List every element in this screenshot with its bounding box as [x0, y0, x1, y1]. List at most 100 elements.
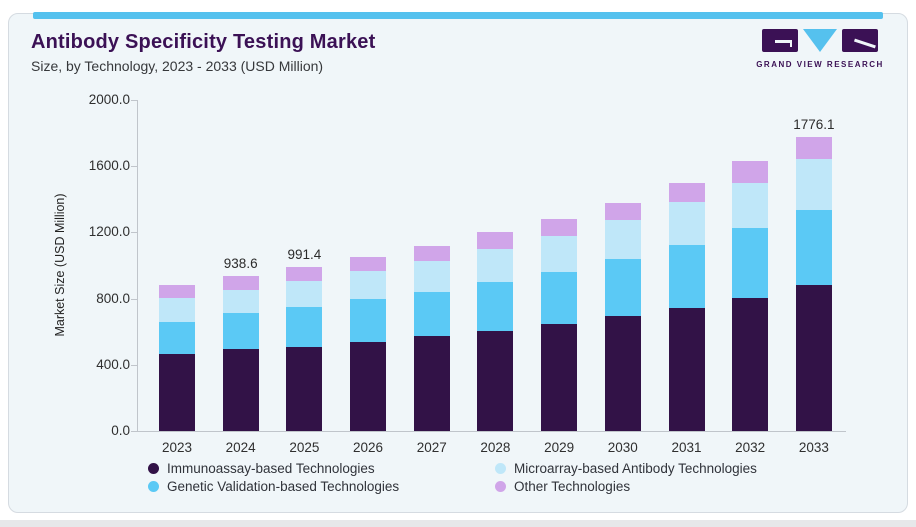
legend-item: Genetic Validation-based Technologies — [148, 479, 495, 494]
legend-item: Microarray-based Antibody Technologies — [495, 461, 757, 476]
legend-item: Other Technologies — [495, 479, 757, 494]
bar-value-label-2025: 991.4 — [287, 246, 322, 262]
segment-2031-other — [668, 182, 705, 203]
logo-r-block-icon — [842, 29, 878, 52]
legend-dot-icon — [148, 481, 159, 492]
y-tick-label-800: 800.0 — [96, 290, 130, 306]
bar-2028: 2028 — [477, 232, 514, 455]
segment-2023-other — [159, 284, 195, 299]
segment-2032-microarray-based — [732, 182, 769, 229]
segment-2024-other — [222, 275, 259, 291]
segment-2032-genetic — [732, 228, 769, 298]
bar-2031: 2031 — [668, 182, 705, 455]
x-tick-label-2033: 2033 — [798, 440, 829, 455]
x-tick-label-2032: 2032 — [735, 440, 766, 455]
bar-2025: 991.4 2025 — [286, 247, 323, 455]
logo-shapes — [753, 29, 887, 56]
y-tick-mark — [131, 232, 137, 233]
segment-2024-microarray-based — [222, 290, 259, 314]
top-accent-bar — [33, 12, 883, 19]
segment-2027-immunoassay-based — [413, 336, 450, 431]
segment-2023-immunoassay-based — [159, 354, 195, 431]
segment-2025-microarray-based — [286, 280, 323, 307]
legend: Immunoassay-based Technologies Microarray… — [148, 461, 757, 494]
x-tick-label-2027: 2027 — [416, 440, 447, 455]
bar-value-label-2033: 1776.1 — [793, 117, 835, 133]
segment-2025-other — [286, 266, 323, 281]
segment-2033-other — [795, 137, 832, 159]
legend-label: Microarray-based Antibody Technologies — [514, 461, 757, 476]
y-axis-line — [137, 100, 138, 432]
segment-2028-immunoassay-based — [477, 330, 514, 431]
segment-2028-other — [477, 232, 514, 250]
x-tick-label-2029: 2029 — [544, 440, 575, 455]
y-tick-label-400: 400.0 — [96, 356, 130, 372]
segment-2029-immunoassay-based — [541, 324, 578, 431]
segment-2029-other — [541, 219, 578, 236]
segment-2027-other — [413, 246, 450, 261]
bar-2032: 2032 — [732, 160, 769, 455]
segment-2023-genetic — [159, 321, 195, 355]
segment-2031-genetic — [668, 244, 705, 308]
segment-2025-genetic — [286, 306, 323, 347]
logo-wordmark: GRAND VIEW RESEARCH — [756, 60, 884, 69]
segment-2030-other — [604, 202, 641, 220]
x-tick-label-2025: 2025 — [289, 440, 320, 455]
y-tick-label-1200: 1200.0 — [88, 224, 130, 240]
x-tick-label-2023: 2023 — [161, 440, 193, 455]
segment-2028-microarray-based — [477, 249, 514, 282]
segment-2029-genetic — [541, 271, 578, 325]
segment-2026-other — [350, 256, 387, 271]
y-tick-mark — [131, 431, 137, 432]
segment-2026-microarray-based — [350, 270, 387, 299]
y-tick-label-2000: 2000.0 — [88, 92, 130, 107]
y-axis-title: Market Size (USD Million) — [53, 193, 67, 337]
logo-g-block-icon — [762, 29, 798, 52]
segment-2033-immunoassay-based — [795, 285, 832, 431]
legend-item: Immunoassay-based Technologies — [148, 461, 495, 476]
logo-triangle-icon — [803, 29, 837, 52]
segment-2029-microarray-based — [541, 235, 578, 272]
segment-2026-immunoassay-based — [350, 341, 387, 431]
segment-2031-microarray-based — [668, 202, 705, 245]
grand-view-research-logo: GRAND VIEW RESEARCH — [753, 29, 887, 69]
bar-2026: 2026 — [350, 256, 387, 455]
segment-2027-genetic — [413, 291, 450, 337]
x-tick-label-2024: 2024 — [225, 440, 256, 455]
x-axis-line — [137, 431, 846, 432]
segment-2024-immunoassay-based — [222, 348, 259, 431]
bar-2029: 2029 — [541, 219, 578, 455]
y-tick-mark — [131, 100, 137, 101]
legend-label: Immunoassay-based Technologies — [167, 461, 375, 476]
segment-2023-microarray-based — [159, 298, 195, 322]
legend-label: Genetic Validation-based Technologies — [167, 479, 400, 494]
y-tick-label-1600: 1600.0 — [88, 158, 130, 174]
plot-area: 2023 938.6 2024 991.4 2025 2026 2027 2028 2029 20… — [137, 100, 846, 455]
segment-2024-genetic — [222, 313, 259, 349]
bar-2027: 2027 — [413, 246, 450, 455]
y-tick-label-0: 0.0 — [111, 423, 130, 438]
x-tick-label-2026: 2026 — [353, 440, 384, 455]
page-title: Antibody Specificity Testing Market — [31, 31, 376, 53]
segment-2033-microarray-based — [795, 158, 832, 210]
segment-2030-immunoassay-based — [604, 316, 641, 431]
legend-dot-icon — [495, 481, 506, 492]
segment-2030-microarray-based — [604, 219, 641, 259]
bar-2024: 938.6 2024 — [222, 256, 259, 455]
legend-dot-icon — [148, 463, 159, 474]
bar-2023: 2023 — [159, 284, 195, 455]
bar-2033: 1776.1 2033 — [793, 117, 834, 455]
legend-label: Other Technologies — [514, 479, 631, 494]
segment-2032-other — [732, 160, 769, 183]
segment-2033-genetic — [795, 209, 832, 286]
segment-2032-immunoassay-based — [732, 297, 769, 431]
x-tick-label-2031: 2031 — [671, 440, 702, 455]
x-tick-label-2030: 2030 — [607, 440, 638, 455]
segment-2028-genetic — [477, 281, 514, 331]
bar-value-label-2024: 938.6 — [223, 255, 258, 271]
bottom-strip — [0, 520, 916, 527]
y-tick-mark — [131, 365, 137, 366]
page-subtitle: Size, by Technology, 2023 - 2033 (USD Mi… — [31, 58, 324, 74]
segment-2025-immunoassay-based — [286, 346, 323, 431]
bar-2030: 2030 — [604, 202, 641, 455]
